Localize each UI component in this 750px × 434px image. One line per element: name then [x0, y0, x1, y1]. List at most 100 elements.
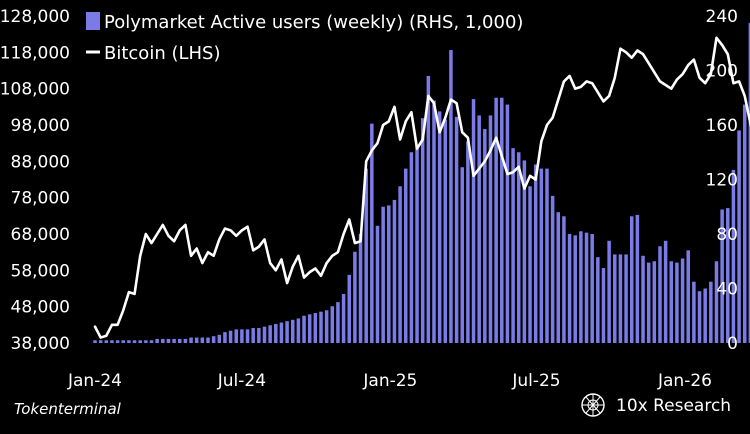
bar [251, 328, 255, 343]
x-tick-label: Jan-25 [362, 371, 417, 391]
bar [290, 319, 295, 343]
right-axis: 0 40 80 120 160 200 240 [706, 7, 738, 354]
bar [330, 306, 335, 343]
bar [211, 336, 216, 343]
bar [629, 216, 634, 343]
line-series-layer [93, 36, 750, 339]
right-tick-label: 240 [706, 7, 738, 27]
bar [398, 186, 402, 343]
bar [166, 338, 171, 343]
bar [437, 111, 442, 344]
bar [144, 340, 148, 343]
bar [381, 206, 385, 343]
bar [155, 338, 159, 343]
bar [607, 240, 611, 343]
bar [200, 337, 205, 343]
bar [432, 100, 436, 343]
bar [539, 168, 544, 343]
legend-line-label: Bitcoin (LHS) [104, 43, 220, 64]
bar [652, 261, 657, 343]
bar [726, 208, 730, 343]
bar [675, 262, 679, 343]
bar [471, 99, 476, 343]
bar [579, 231, 583, 343]
bar [415, 145, 419, 343]
bar [443, 119, 448, 343]
bar [516, 152, 521, 343]
bar [720, 209, 724, 343]
bar [127, 340, 131, 343]
bar [596, 257, 600, 343]
bar [347, 274, 351, 344]
bar [697, 291, 702, 343]
bar [641, 255, 645, 343]
legend-bar-label: Polymarket Active users (weekly) (RHS, 1… [104, 12, 523, 33]
bar [703, 288, 707, 343]
bar [635, 214, 640, 343]
bar [370, 123, 374, 343]
bar [545, 168, 549, 343]
bar [387, 205, 391, 343]
left-tick-label: 48,000 [11, 298, 70, 318]
source-label: Tokenterminal [14, 400, 122, 418]
right-tick-label: 0 [727, 334, 738, 354]
bar [556, 212, 561, 343]
bar [562, 216, 566, 343]
bar [494, 97, 498, 343]
bar [714, 261, 719, 343]
bar [613, 254, 617, 343]
left-tick-label: 68,000 [11, 225, 70, 245]
bar [307, 314, 312, 343]
bar [669, 261, 674, 343]
brand-logo: 10x Research [581, 393, 731, 417]
bar [511, 148, 515, 343]
bar [132, 340, 137, 343]
bar [680, 258, 685, 343]
bar [709, 281, 713, 343]
bar [194, 337, 199, 343]
bar [268, 325, 272, 343]
bar [505, 104, 510, 343]
left-tick-label: 58,000 [11, 261, 70, 281]
bar-series [93, 22, 750, 344]
bar [567, 234, 572, 343]
bar [533, 164, 538, 343]
bar [449, 50, 453, 344]
bar [663, 240, 668, 343]
bar [110, 340, 114, 343]
bar [624, 254, 628, 343]
bar [590, 234, 594, 343]
bar [98, 340, 103, 343]
bar [409, 152, 414, 343]
bar [528, 186, 532, 343]
left-tick-label: 38,000 [11, 334, 70, 354]
bar [364, 168, 368, 343]
bar [375, 225, 380, 343]
bar [245, 329, 250, 344]
bar [217, 334, 222, 343]
bar [121, 340, 125, 343]
bar [178, 338, 182, 343]
bar [658, 246, 662, 343]
x-tick-label: Jul-24 [217, 371, 266, 391]
bar [488, 115, 493, 344]
bar [172, 338, 176, 343]
bar [313, 313, 318, 343]
bar [341, 293, 346, 343]
bar [149, 340, 154, 343]
left-tick-label: 78,000 [11, 189, 70, 209]
bar [692, 281, 696, 343]
bar [358, 234, 363, 343]
brand-label: 10x Research [616, 396, 731, 416]
bar [183, 338, 188, 343]
bar [138, 340, 142, 343]
right-tick-label: 160 [706, 116, 738, 136]
bar [104, 340, 109, 343]
left-tick-label: 88,000 [11, 152, 70, 172]
bar [336, 302, 340, 344]
bar [319, 311, 323, 343]
bar [302, 315, 306, 343]
bar [279, 322, 284, 343]
